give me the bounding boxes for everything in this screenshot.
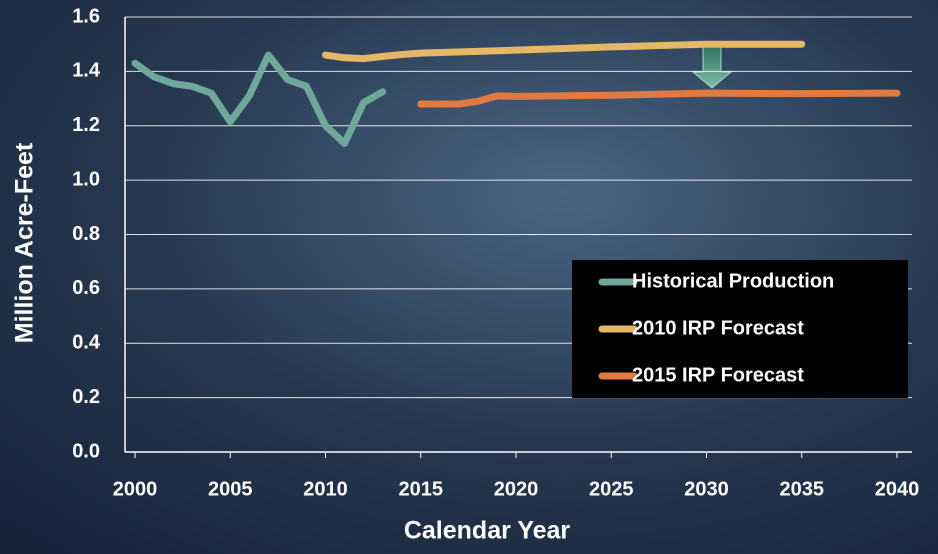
line: [417, 89, 901, 108]
y-tick-label: 0.4: [72, 332, 101, 354]
y-axis-label: Million Acre-Feet: [11, 142, 39, 343]
y-tick-label: 0.2: [72, 386, 100, 408]
y-tick-label: 0.8: [72, 223, 100, 245]
legend-label: Historical Production: [632, 270, 834, 292]
arrow: [691, 45, 733, 89]
x-tick-label: 2030: [684, 478, 729, 500]
legend-label: 2015 IRP Forecast: [632, 364, 804, 386]
line: [322, 40, 806, 63]
x-tick-label: 2000: [113, 478, 158, 500]
y-tick-label: 0.6: [72, 277, 100, 299]
x-axis-label: Calendar Year: [404, 517, 571, 545]
legend-label: 2010 IRP Forecast: [632, 317, 804, 339]
y-tick-label: 1.4: [72, 60, 101, 82]
x-tick-label: 2020: [494, 478, 539, 500]
x-tick-label: 2040: [875, 478, 920, 500]
y-tick-label: 1.0: [72, 168, 100, 190]
x-tick-label: 2005: [208, 478, 253, 500]
line: [131, 51, 387, 147]
y-tick-label: 1.6: [72, 5, 100, 27]
y-tick-label: 0.0: [72, 440, 100, 462]
x-tick-label: 2010: [303, 478, 348, 500]
y-tick-label: 1.2: [72, 114, 100, 136]
x-tick-label: 2035: [780, 478, 825, 500]
x-tick-label: 2015: [399, 478, 444, 500]
x-tick-label: 2025: [589, 478, 634, 500]
